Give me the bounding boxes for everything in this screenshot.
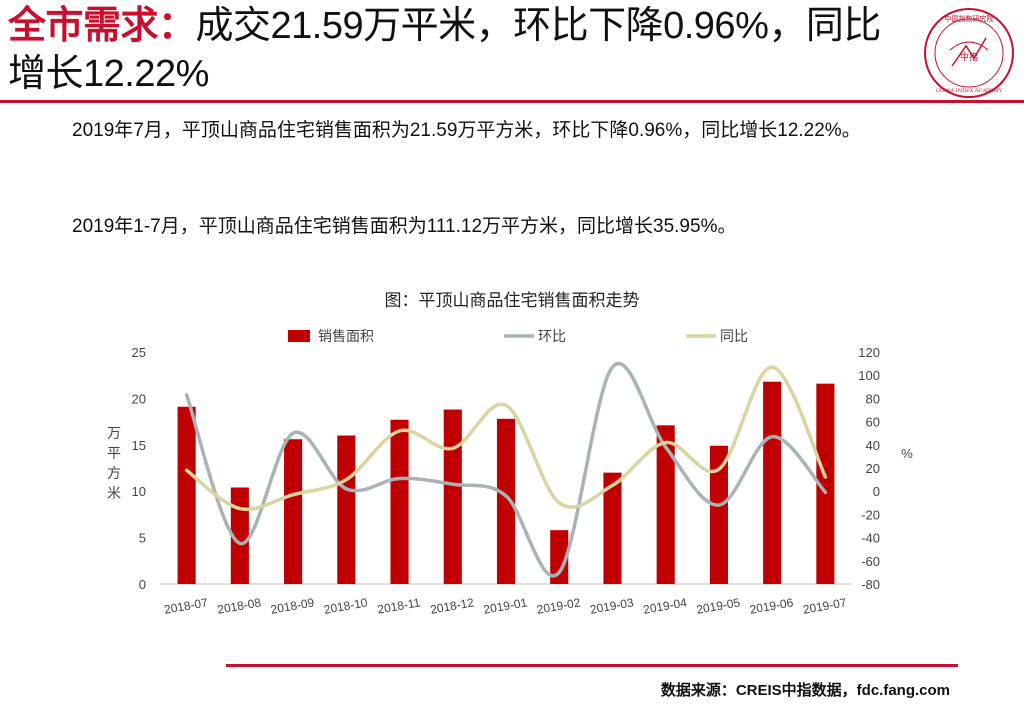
line-series-yoy <box>184 365 828 512</box>
summary-paragraph-monthly: 2019年7月，平顶山商品住宅销售面积为21.59万平方米，环比下降0.96%，… <box>72 120 861 141</box>
summary-paragraph-ytd: 2019年1-7月，平顶山商品住宅销售面积为111.12万平方米，同比增长35.… <box>72 216 737 237</box>
y-axis-label-char: 米 <box>107 485 121 501</box>
page-title: 全市需求：成交21.59万平米，环比下降0.96%，同比增长12.22% <box>8 2 908 98</box>
x-tick-label: 2018-09 <box>269 595 315 616</box>
y2-tick-label: -20 <box>861 507 880 522</box>
logo-top-text: 中国指数研究院 <box>945 14 994 23</box>
x-tick-label: 2019-06 <box>749 595 795 616</box>
y2-tick-label: 60 <box>866 415 880 430</box>
bar-sales-area <box>177 406 196 584</box>
x-tick-label: 2019-01 <box>482 595 528 616</box>
title-keyword: 全市需求： <box>8 5 196 47</box>
data-source: 数据来源：CREIS中指数据，fdc.fang.com <box>660 682 950 699</box>
legend-swatch-sales <box>288 330 310 342</box>
x-tick-label: 2018-08 <box>216 595 262 616</box>
x-tick-label: 2019-03 <box>589 595 635 616</box>
title-text: 成交21.59万平米，环比下降0.96%，同比增长12.22% <box>8 5 881 95</box>
x-tick-label: 2019-02 <box>536 595 582 616</box>
line-series-mom <box>184 362 828 578</box>
logo-center-text: 中指 <box>960 51 978 63</box>
bar-sales-area <box>603 472 622 584</box>
y2-tick-label: 100 <box>858 368 880 383</box>
x-tick-label: 2018-07 <box>163 595 209 616</box>
x-tick-label: 2019-05 <box>695 595 741 616</box>
y-axis-label-char: 方 <box>107 465 121 481</box>
chart-title: 图：平顶山商品住宅销售面积走势 <box>384 291 640 310</box>
bar-sales-area <box>550 530 569 584</box>
y-tick-label: 10 <box>132 484 146 499</box>
bar-sales-area <box>443 409 462 584</box>
y-axis-label-char: 万 <box>107 425 121 441</box>
bar-sales-area <box>230 487 249 584</box>
x-tick-label: 2018-10 <box>323 595 369 616</box>
x-tick-label: 2019-04 <box>642 595 688 616</box>
china-index-academy-logo: 中指 中国指数研究院 CHINA INDEX ACADEMY <box>924 8 1014 98</box>
bar-sales-area <box>337 435 356 584</box>
y-tick-label: 0 <box>139 577 146 592</box>
y-axis-label-char: 平 <box>107 445 121 461</box>
sales-area-chart: 0 5 10 15 20 25 -80 -60 -40 -20 0 20 40 60 80 100 120 万平方… <box>107 328 913 617</box>
y-tick-label: 25 <box>132 345 146 360</box>
y2-tick-label: 120 <box>858 345 880 360</box>
y-tick-label: 20 <box>132 391 146 406</box>
y2-tick-label: 20 <box>866 461 880 476</box>
bar-sales-area <box>816 383 835 584</box>
bar-sales-area <box>284 439 303 584</box>
logo-bottom-text: CHINA INDEX ACADEMY <box>936 88 1003 94</box>
bar-sales-area <box>709 445 728 584</box>
legend-label: 同比 <box>720 328 748 344</box>
y-tick-label: 15 <box>132 438 146 453</box>
y2-tick-label: -80 <box>861 577 880 592</box>
bar-sales-area <box>496 418 516 584</box>
y2-tick-label: -60 <box>861 554 880 569</box>
legend-label: 销售面积 <box>318 328 374 344</box>
y2-axis-label: % <box>901 446 913 461</box>
x-tick-label: 2018-12 <box>429 595 475 616</box>
footer-divider <box>226 664 958 667</box>
header-divider <box>0 100 1024 103</box>
y-tick-label: 5 <box>139 531 146 546</box>
x-tick-label: 2019-07 <box>802 595 848 616</box>
bar-sales-area <box>656 425 675 584</box>
y2-tick-label: 80 <box>866 391 880 406</box>
legend-label: 环比 <box>538 328 566 344</box>
bar-sales-area <box>763 381 782 584</box>
x-tick-label: 2018-11 <box>376 595 421 616</box>
y2-tick-label: 40 <box>866 438 880 453</box>
y2-tick-label: 0 <box>873 484 880 499</box>
bar-sales-area <box>390 419 409 584</box>
y2-tick-label: -40 <box>861 531 880 546</box>
